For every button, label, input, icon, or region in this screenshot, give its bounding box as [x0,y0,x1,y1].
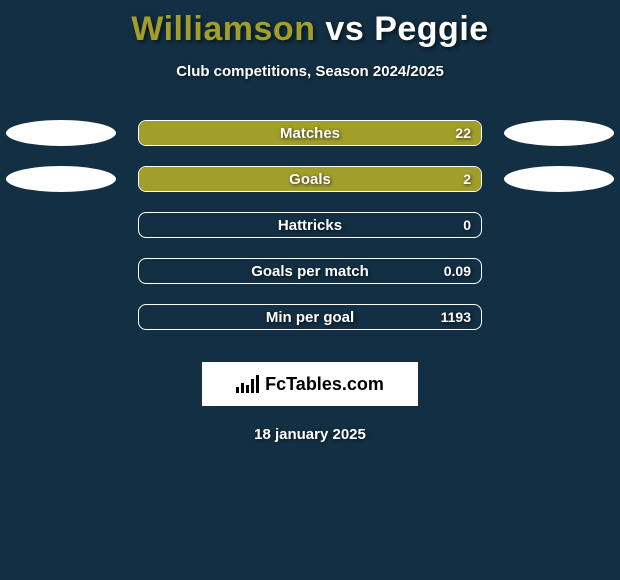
stats-container: Matches22 Goals2 Hattricks0 Goals per match… [0,110,620,340]
stat-value: 0.09 [444,259,471,283]
stat-label: Matches [139,121,481,145]
player2-name: Peggie [374,10,488,48]
stat-label: Goals [139,167,481,191]
stat-value: 2 [463,167,471,191]
date-text: 18 january 2025 [0,426,620,443]
left-ellipse [6,166,116,192]
stat-bar: Goals per match0.09 [138,258,482,284]
logo-text: FcTables.com [265,374,384,395]
right-ellipse [504,120,614,146]
comparison-title: Williamson vs Peggie [0,0,620,49]
player1-name: Williamson [131,10,315,48]
stat-row: Min per goal1193 [0,294,620,340]
stat-row: Matches22 [0,110,620,156]
subtitle: Club competitions, Season 2024/2025 [0,63,620,80]
stat-value: 22 [455,121,471,145]
right-ellipse [504,166,614,192]
stat-bar: Matches22 [138,120,482,146]
stat-label: Min per goal [139,305,481,329]
chart-bars-icon [236,375,259,393]
vs-text: vs [325,10,364,48]
site-logo: FcTables.com [202,362,418,406]
stat-value: 0 [463,213,471,237]
stat-row: Hattricks0 [0,202,620,248]
stat-row: Goals per match0.09 [0,248,620,294]
stat-bar: Min per goal1193 [138,304,482,330]
stat-label: Hattricks [139,213,481,237]
stat-bar: Goals2 [138,166,482,192]
stat-label: Goals per match [139,259,481,283]
stat-bar: Hattricks0 [138,212,482,238]
stat-row: Goals2 [0,156,620,202]
stat-value: 1193 [441,305,471,329]
left-ellipse [6,120,116,146]
